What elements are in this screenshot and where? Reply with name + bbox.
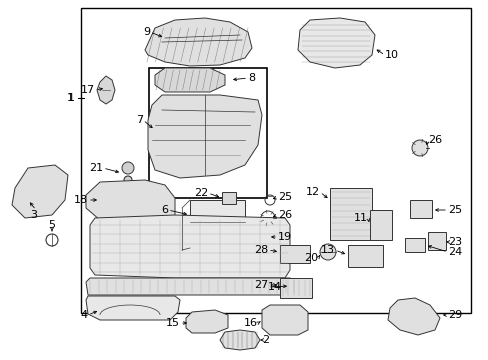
Text: 14: 14 xyxy=(267,282,282,292)
Polygon shape xyxy=(90,215,289,278)
Text: 7: 7 xyxy=(136,115,142,125)
Text: 1: 1 xyxy=(68,93,75,103)
Text: 12: 12 xyxy=(305,187,319,197)
Text: 24: 24 xyxy=(447,247,461,257)
Text: 1: 1 xyxy=(67,93,74,103)
Circle shape xyxy=(411,140,427,156)
Bar xyxy=(409,200,431,218)
Text: 2: 2 xyxy=(262,335,268,345)
Text: 15: 15 xyxy=(165,318,180,328)
Text: 23: 23 xyxy=(447,237,461,247)
Text: 3: 3 xyxy=(30,210,38,220)
Bar xyxy=(347,245,382,267)
Circle shape xyxy=(122,162,134,174)
Text: 26: 26 xyxy=(278,210,291,220)
Polygon shape xyxy=(297,18,374,68)
Polygon shape xyxy=(12,165,68,218)
Bar xyxy=(280,278,311,298)
Text: 9: 9 xyxy=(142,27,150,37)
Bar xyxy=(81,8,470,313)
Text: 29: 29 xyxy=(447,310,461,320)
Bar xyxy=(427,232,445,250)
Polygon shape xyxy=(145,18,251,66)
Text: 5: 5 xyxy=(48,220,55,230)
Polygon shape xyxy=(86,296,180,320)
Text: 21: 21 xyxy=(89,163,103,173)
Circle shape xyxy=(124,176,132,184)
Bar xyxy=(329,188,371,240)
Text: 18: 18 xyxy=(74,195,88,205)
Text: 20: 20 xyxy=(303,253,317,263)
Bar xyxy=(190,200,244,248)
Text: 6: 6 xyxy=(161,205,168,215)
Bar xyxy=(369,210,391,240)
Polygon shape xyxy=(97,76,115,104)
Text: 25: 25 xyxy=(447,205,461,215)
Bar xyxy=(149,68,266,198)
Text: 13: 13 xyxy=(320,245,334,255)
Circle shape xyxy=(319,244,335,260)
Polygon shape xyxy=(220,330,260,350)
Bar xyxy=(404,238,424,252)
Text: 25: 25 xyxy=(278,192,291,202)
Text: 27: 27 xyxy=(253,280,267,290)
Text: 22: 22 xyxy=(193,188,207,198)
Text: 10: 10 xyxy=(384,50,398,60)
Text: 26: 26 xyxy=(427,135,441,145)
Polygon shape xyxy=(155,68,224,92)
Polygon shape xyxy=(387,298,439,335)
Text: 16: 16 xyxy=(244,318,258,328)
Text: 19: 19 xyxy=(278,232,291,242)
Bar xyxy=(222,192,236,204)
Text: 17: 17 xyxy=(81,85,95,95)
Text: 8: 8 xyxy=(247,73,255,83)
Polygon shape xyxy=(185,310,227,333)
Bar xyxy=(280,245,309,263)
Polygon shape xyxy=(262,305,307,335)
Text: 11: 11 xyxy=(353,213,367,223)
Polygon shape xyxy=(148,95,262,178)
Polygon shape xyxy=(86,180,175,228)
Text: 4: 4 xyxy=(81,310,88,320)
Text: 28: 28 xyxy=(253,245,267,255)
Polygon shape xyxy=(86,278,297,295)
Polygon shape xyxy=(254,228,278,246)
